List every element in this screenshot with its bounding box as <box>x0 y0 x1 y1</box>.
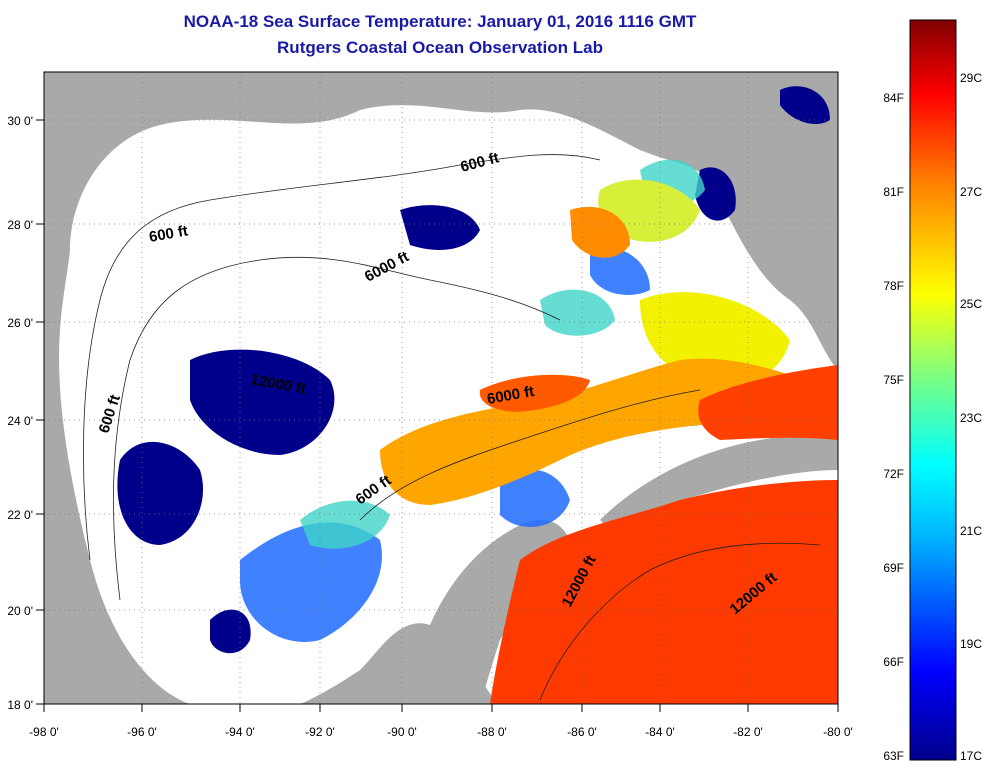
map-title: NOAA-18 Sea Surface Temperature: January… <box>183 12 697 31</box>
lat-tick-label: 18 0' <box>7 698 33 712</box>
colorbar-f-label: 75F <box>883 373 904 387</box>
sst-warm-central <box>479 374 590 412</box>
sst-warm-caribbean <box>490 480 838 704</box>
lon-tick-label: -98 0' <box>29 725 59 739</box>
colorbar-c-label: 23C <box>960 411 982 425</box>
colorbar-f-label: 69F <box>883 561 904 575</box>
map-plot-area: 600 ft 600 ft 6000 ft 12000 ft 600 ft 60… <box>44 72 838 704</box>
colorbar-c-label: 29C <box>960 71 982 85</box>
colorbar-f-label: 78F <box>883 279 904 293</box>
sst-warm-keys <box>698 365 838 440</box>
sst-cool-patches <box>240 247 650 642</box>
lon-tick-label: -80 0' <box>823 725 853 739</box>
graticule <box>44 72 838 704</box>
florida-land <box>763 72 838 355</box>
colorbar <box>909 19 957 761</box>
longitude-labels: -98 0' -96 0' -94 0' -92 0' -90 0' -88 0… <box>29 725 853 739</box>
sst-orange-band <box>380 358 790 505</box>
lat-tick-label: 30 0' <box>7 114 33 128</box>
lat-tick-label: 20 0' <box>7 604 33 618</box>
colorbar-c-label: 25C <box>960 297 982 311</box>
colorbar-f-label: 84F <box>883 91 904 105</box>
lon-tick-label: -96 0' <box>127 725 157 739</box>
colorbar-celsius-labels: 29C 27C 25C 23C 21C 19C 17C <box>960 71 982 763</box>
lon-tick-label: -94 0' <box>225 725 255 739</box>
colorbar-f-label: 81F <box>883 185 904 199</box>
colorbar-c-label: 27C <box>960 185 982 199</box>
lon-tick-label: -82 0' <box>733 725 763 739</box>
map-subtitle: Rutgers Coastal Ocean Observation Lab <box>277 38 603 57</box>
lon-tick-label: -92 0' <box>305 725 335 739</box>
sst-orange-band-2 <box>570 206 630 258</box>
lat-tick-label: 28 0' <box>7 218 33 232</box>
colorbar-fahrenheit-labels: 84F 81F 78F 75F 72F 69F 66F 63F <box>883 91 904 763</box>
lat-tick-label: 26 0' <box>7 316 33 330</box>
lon-tick-label: -84 0' <box>645 725 675 739</box>
cuba-land <box>600 435 838 530</box>
lat-tick-label: 24 0' <box>7 414 33 428</box>
colorbar-c-label: 17C <box>960 749 982 763</box>
lon-tick-label: -90 0' <box>387 725 417 739</box>
colorbar-c-label: 21C <box>960 524 982 538</box>
latitude-labels: 30 0' 28 0' 26 0' 24 0' 22 0' 20 0' 18 0… <box>7 114 33 712</box>
depth-contours <box>83 154 821 701</box>
axis-ticks <box>36 119 839 712</box>
colorbar-c-label: 19C <box>960 637 982 651</box>
colorbar-f-label: 72F <box>883 467 904 481</box>
colorbar-f-label: 66F <box>883 655 904 669</box>
plot-frame <box>43 71 839 705</box>
lat-tick-label: 22 0' <box>7 508 33 522</box>
lon-tick-label: -88 0' <box>477 725 507 739</box>
lon-tick-label: -86 0' <box>567 725 597 739</box>
depth-label: 600 ft <box>148 222 190 246</box>
colorbar-f-label: 63F <box>883 749 904 763</box>
